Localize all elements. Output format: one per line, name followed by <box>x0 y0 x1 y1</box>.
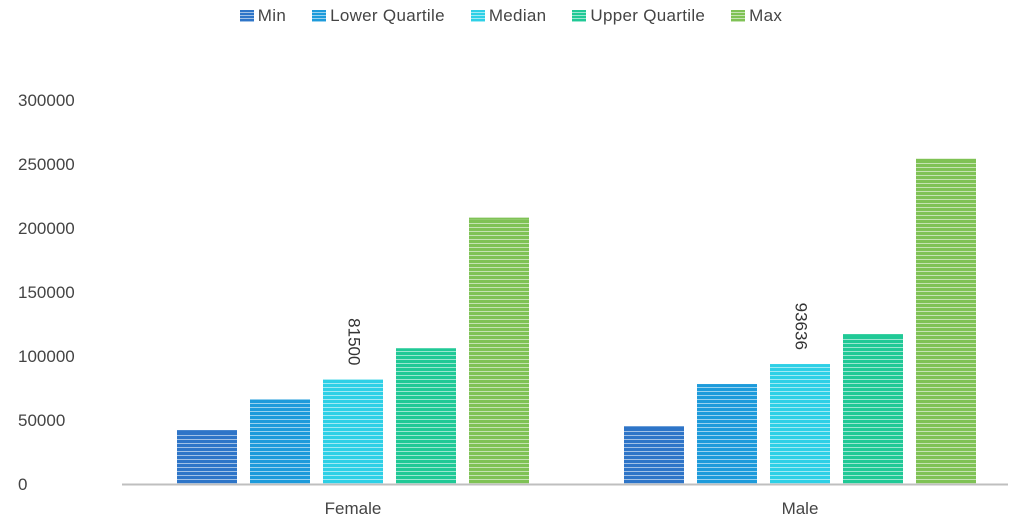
legend-item-upper-quartile: Upper Quartile <box>572 6 705 26</box>
legend-label: Max <box>749 6 783 25</box>
data-label-male-median: 93636 <box>792 303 811 350</box>
legend-label: Min <box>257 6 287 25</box>
legend-item-max: Max <box>731 6 782 26</box>
legend-item-median: Median <box>470 6 547 26</box>
legend: Min Lower Quartile Median Upper Quartile Max <box>0 6 1022 26</box>
bar-male-lower-quartile <box>697 384 757 484</box>
bar-female-upper-quartile <box>396 348 456 484</box>
bar-male-min <box>624 426 684 484</box>
data-label-female-median: 81500 <box>345 318 364 365</box>
y-tick-label: 250000 <box>18 155 75 174</box>
legend-swatch-min <box>239 10 254 22</box>
legend-label: Lower Quartile <box>330 6 445 25</box>
x-category-label-male: Male <box>782 499 819 518</box>
legend-swatch-max <box>731 10 746 22</box>
bar-female-lower-quartile <box>250 399 310 484</box>
legend-swatch-median <box>470 10 485 22</box>
bar-male-median <box>770 364 830 484</box>
bar-female-min <box>177 430 237 484</box>
bar-female-median <box>323 379 383 484</box>
legend-swatch-upper-quartile <box>572 10 587 22</box>
x-category-label-female: Female <box>325 499 382 518</box>
bar-female-max <box>469 217 529 484</box>
legend-item-lower-quartile: Lower Quartile <box>312 6 445 26</box>
legend-label: Median <box>488 6 547 25</box>
bar-male-max <box>916 158 976 484</box>
y-tick-label: 200000 <box>18 219 75 238</box>
y-tick-label: 0 <box>18 475 27 494</box>
y-tick-label: 150000 <box>18 283 75 302</box>
y-tick-label: 300000 <box>18 91 75 110</box>
legend-swatch-lower-quartile <box>312 10 327 22</box>
legend-label: Upper Quartile <box>590 6 706 25</box>
legend-item-min: Min <box>239 6 287 26</box>
bar-male-upper-quartile <box>843 334 903 484</box>
y-tick-label: 50000 <box>18 411 65 430</box>
y-tick-label: 100000 <box>18 347 75 366</box>
